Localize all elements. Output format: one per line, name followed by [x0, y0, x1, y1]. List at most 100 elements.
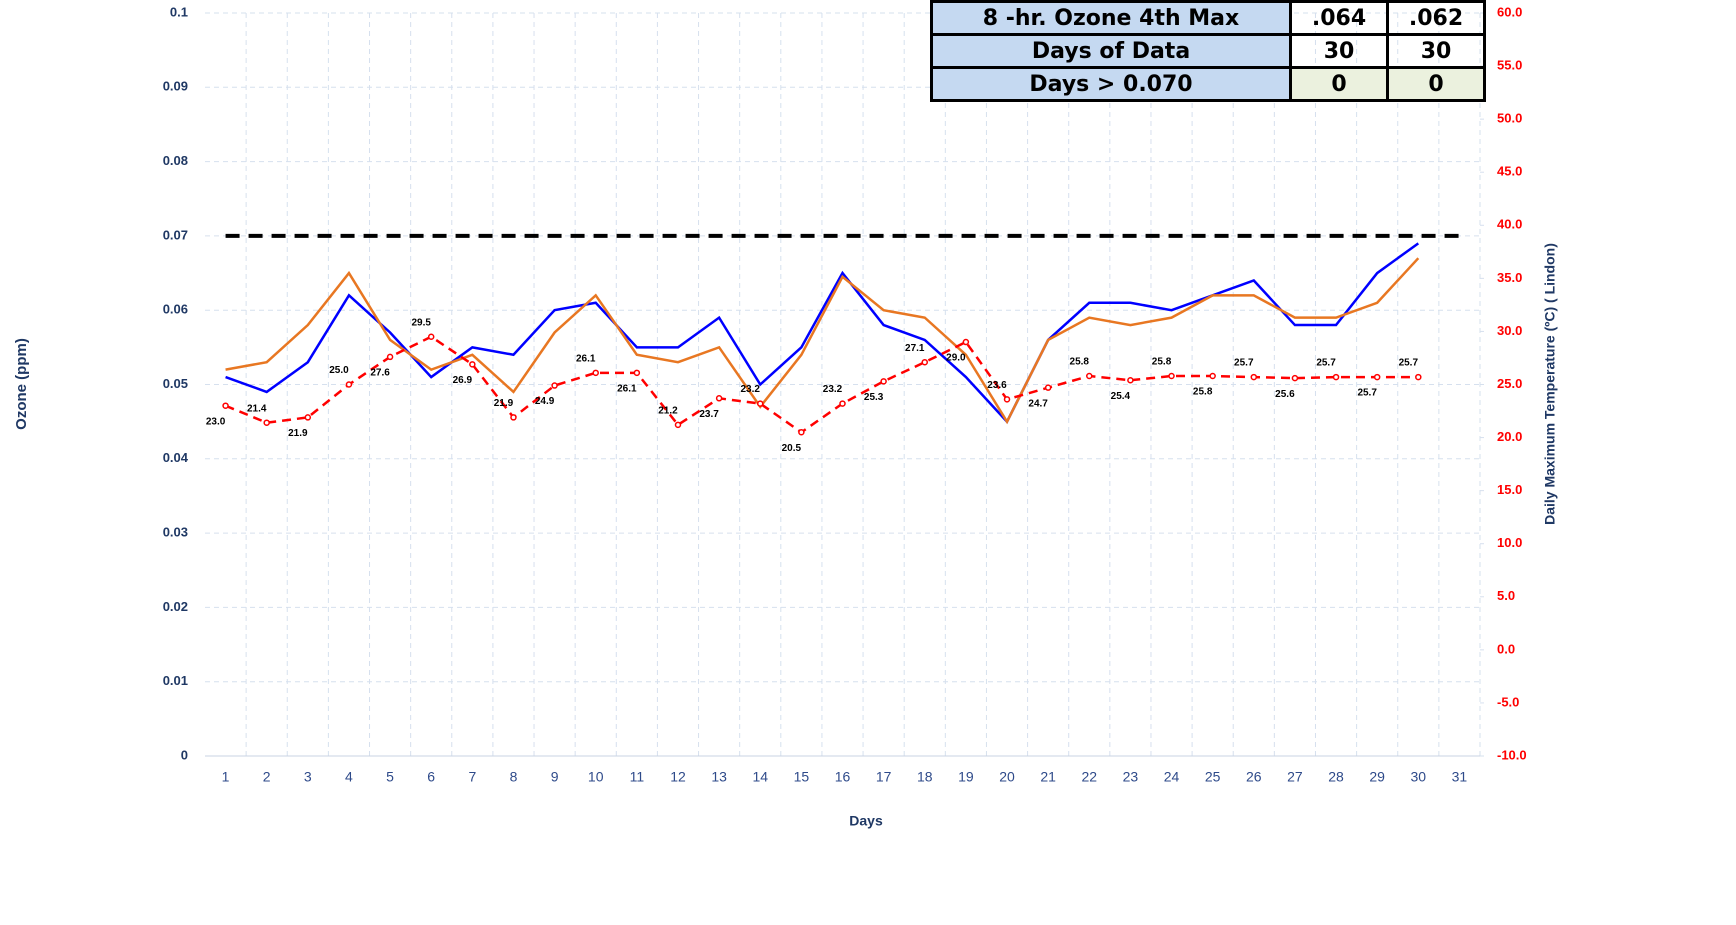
series-line	[225, 335, 1419, 434]
data-label: 21.4	[247, 403, 267, 414]
data-label: 25.0	[329, 365, 349, 376]
data-label: 24.9	[535, 396, 555, 407]
x-tick-label: 18	[917, 769, 933, 785]
point-marker	[551, 382, 558, 389]
y-tick-label: 0.09	[163, 79, 188, 94]
x-tick-label: 30	[1411, 769, 1427, 785]
series-line	[225, 257, 1420, 425]
table-cell: Days of Data	[930, 33, 1292, 69]
table-cell: 8 -hr. Ozone 4th Max	[930, 0, 1292, 36]
x-tick-label: 26	[1246, 769, 1262, 785]
point-marker	[633, 369, 641, 377]
point-marker	[1127, 377, 1134, 384]
table-cell: .064	[1289, 0, 1389, 36]
x-tick-label: 28	[1328, 769, 1344, 785]
x-tick-label: 20	[999, 769, 1015, 785]
point-marker	[469, 361, 476, 368]
data-label: 26.9	[453, 375, 473, 386]
y2-tick-label: -5.0	[1497, 694, 1519, 709]
point-marker	[427, 333, 435, 340]
data-label: 23.7	[699, 409, 719, 420]
y-axis-label: Ozone (ppm)	[13, 338, 30, 430]
point-marker	[386, 353, 394, 361]
x-tick-label: 7	[468, 769, 476, 785]
table-cell: Days > 0.070	[930, 66, 1292, 102]
y2-tick-label: 60.0	[1497, 4, 1522, 19]
point-marker	[222, 402, 229, 409]
y-tick-label: 0.1	[170, 4, 188, 19]
data-label: 25.8	[1152, 357, 1172, 368]
point-marker	[1291, 374, 1299, 382]
x-tick-label: 11	[630, 769, 645, 785]
y2-tick-label: 35.0	[1497, 270, 1522, 285]
y2-axis-label: Daily Maximum Temperature (ºC) ( Lindon)	[1542, 243, 1558, 525]
x-tick-label: 29	[1369, 769, 1385, 785]
x-tick-label: 5	[386, 769, 394, 785]
x-tick-label: 25	[1205, 769, 1221, 785]
y-tick-label: 0.04	[163, 450, 189, 465]
x-tick-label: 6	[427, 769, 435, 785]
data-label: 27.6	[370, 368, 390, 379]
x-tick-label: 31	[1452, 769, 1468, 785]
x-tick-label: 2	[263, 769, 271, 785]
point-marker	[839, 400, 846, 407]
x-tick-label: 24	[1164, 769, 1180, 785]
table-cell: 30	[1289, 33, 1389, 69]
x-tick-label: 9	[551, 769, 559, 785]
point-marker	[756, 400, 764, 407]
series-line	[225, 242, 1420, 424]
point-marker	[921, 358, 929, 366]
point-marker	[1168, 372, 1175, 380]
x-tick-label: 10	[588, 769, 604, 785]
y-tick-label: 0.06	[163, 302, 188, 317]
data-label: 25.7	[1357, 388, 1377, 399]
x-tick-label: 23	[1123, 769, 1139, 785]
x-tick-label: 8	[510, 769, 518, 785]
data-label: 25.4	[1111, 391, 1131, 402]
data-label: 25.7	[1316, 358, 1336, 369]
point-marker	[1373, 373, 1381, 381]
y2-tick-label: 5.0	[1497, 588, 1515, 603]
summary-table: 8 -hr. Ozone 4th Max .064.062 Days of Dat…	[930, 0, 1486, 102]
y-tick-label: 0.03	[163, 525, 188, 540]
point-marker	[798, 429, 805, 436]
point-marker	[880, 378, 887, 385]
point-marker	[1415, 373, 1422, 381]
data-label: 23.2	[741, 384, 761, 395]
y2-tick-label: 45.0	[1497, 164, 1522, 179]
y2-tick-label: 40.0	[1497, 217, 1522, 232]
table-row: Days > 0.070 0 0	[930, 66, 1486, 102]
data-label: 29.0	[946, 353, 966, 364]
x-tick-label: 19	[958, 769, 974, 785]
x-tick-label: 3	[304, 769, 312, 785]
x-axis-label: Days	[849, 813, 883, 829]
point-marker	[263, 419, 270, 426]
y2-tick-label: 15.0	[1497, 482, 1522, 497]
data-label: 25.8	[1193, 387, 1213, 398]
point-marker	[304, 414, 312, 421]
data-label: 25.6	[1275, 389, 1295, 400]
y2-tick-label: 25.0	[1497, 376, 1522, 391]
x-tick-label: 21	[1040, 769, 1056, 785]
data-label: 23.2	[823, 384, 843, 395]
table-row: Days of Data 30 30	[930, 33, 1486, 69]
y-tick-label: 0.02	[163, 599, 188, 614]
data-label: 21.9	[494, 398, 514, 409]
x-tick-label: 16	[835, 769, 851, 785]
data-label: 23.0	[206, 416, 226, 427]
y-tick-label: 0.01	[163, 673, 188, 688]
table-cell: 0	[1289, 66, 1389, 102]
point-marker	[1003, 396, 1011, 403]
data-label: 23.6	[987, 380, 1007, 391]
y2-tick-label: 0.0	[1497, 641, 1515, 656]
data-label: 21.9	[288, 428, 308, 439]
point-marker	[1209, 372, 1216, 380]
data-label: 25.8	[1070, 357, 1090, 368]
point-marker	[674, 421, 682, 429]
y2-tick-label: 55.0	[1497, 58, 1522, 73]
data-label: 27.1	[905, 343, 925, 354]
point-marker	[345, 381, 353, 388]
point-marker	[962, 338, 970, 346]
